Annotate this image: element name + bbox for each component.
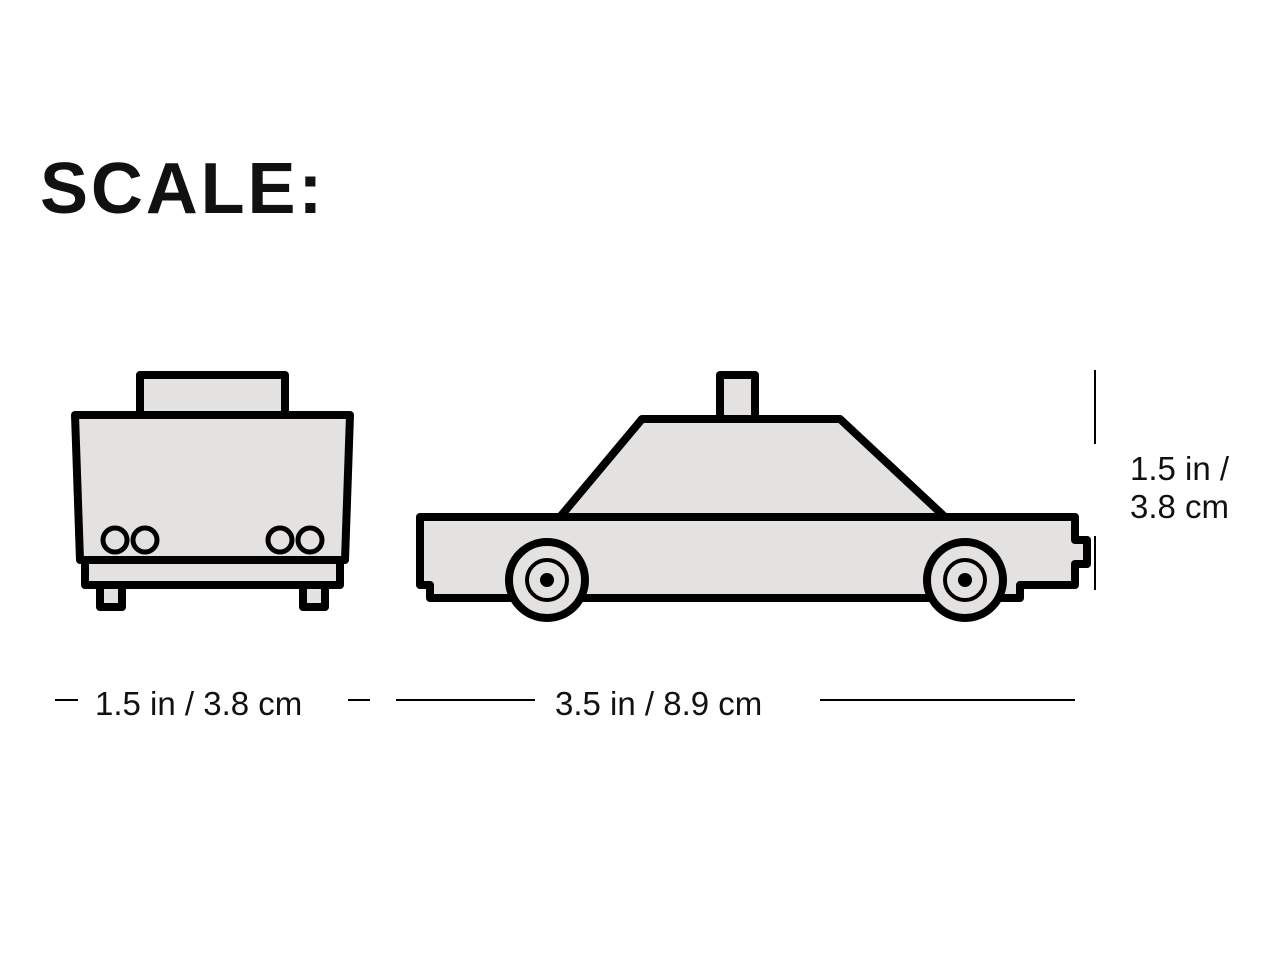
car-side-view — [420, 375, 1087, 618]
wheel-icon — [960, 575, 970, 585]
side-sign — [720, 375, 755, 419]
front-leg-r — [303, 585, 325, 607]
dim-height-line2: 3.8 cm — [1130, 488, 1229, 525]
scale-diagram — [0, 0, 1263, 956]
dim-length-label: 3.5 in / 8.9 cm — [555, 685, 762, 723]
side-cab — [560, 419, 945, 517]
front-leg-l — [100, 585, 122, 607]
scale-title: SCALE: — [40, 148, 325, 230]
dim-width-label: 1.5 in / 3.8 cm — [95, 685, 302, 723]
car-front-view — [75, 375, 350, 607]
wheel-icon — [542, 575, 552, 585]
front-body — [75, 415, 350, 560]
dim-height-label: 1.5 in / 3.8 cm — [1130, 450, 1229, 526]
dim-height-line1: 1.5 in / — [1130, 450, 1229, 487]
front-sign — [140, 375, 285, 415]
